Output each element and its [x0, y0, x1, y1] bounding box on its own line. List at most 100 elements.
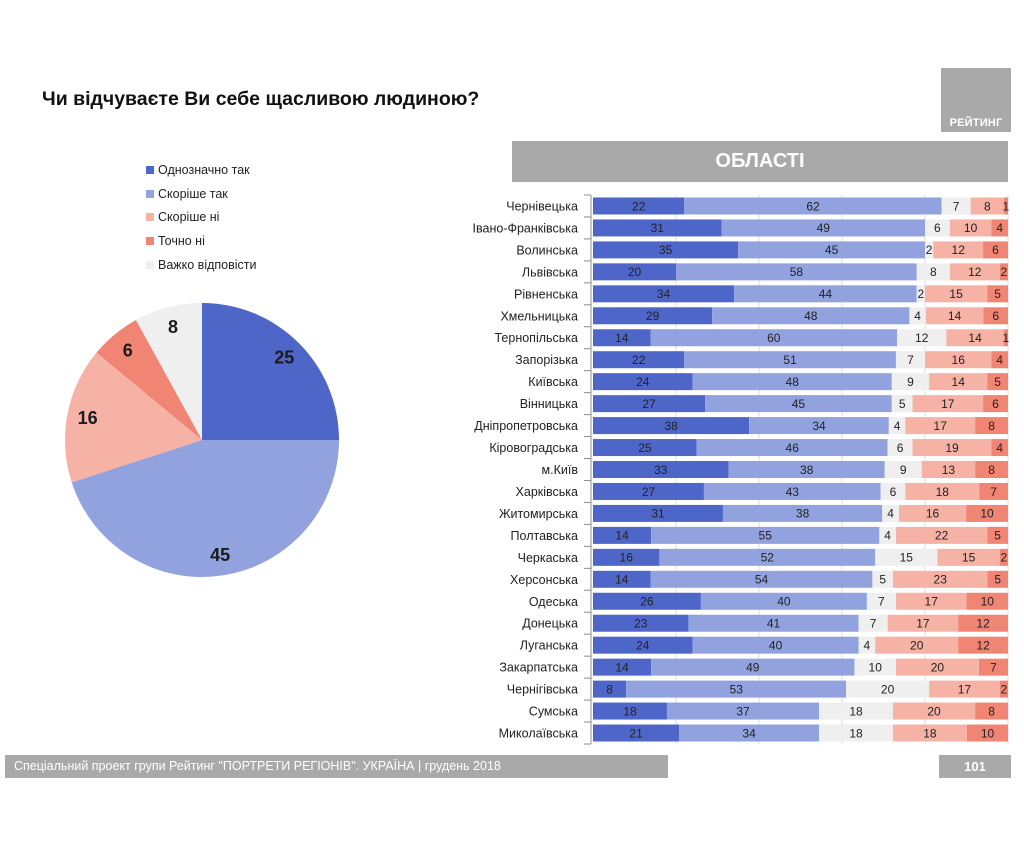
category-label: Чернігівська	[507, 683, 578, 697]
bar-value-label-definitely-no: 5	[994, 529, 1001, 543]
bar-segment-rather-yes	[651, 526, 880, 544]
legend-item-rather-no: Скоріше ні	[146, 206, 257, 230]
bar-segment-definitely-yes	[593, 526, 652, 544]
bar-value-label-hard-to-say: 5	[899, 397, 906, 411]
bar-value-label-rather-no: 15	[962, 551, 976, 565]
bar-value-label-rather-yes: 51	[783, 353, 797, 367]
bar-value-label-definitely-no: 5	[994, 375, 1001, 389]
bar-segment-definitely-no	[987, 570, 1008, 588]
bar-segment-hard-to-say	[916, 285, 925, 303]
bar-value-label-rather-no: 16	[952, 353, 966, 367]
page-number: 101	[939, 755, 1011, 778]
category-label: Кіровоградська	[489, 441, 578, 455]
bar-value-label-definitely-no: 6	[992, 243, 999, 257]
bar-segment-rather-yes	[676, 263, 917, 281]
category-label: Київська	[528, 375, 578, 389]
category-label: Запорізька	[515, 353, 578, 367]
bar-segment-hard-to-say	[891, 373, 930, 391]
bar-segment-rather-yes	[721, 219, 925, 237]
category-label: Луганська	[520, 639, 578, 653]
bar-value-label-rather-no: 15	[949, 287, 963, 301]
bar-segment-definitely-yes	[593, 592, 701, 610]
bar-value-label-rather-no: 17	[941, 397, 955, 411]
bar-value-label-definitely-yes: 22	[632, 353, 646, 367]
bar-value-label-definitely-yes: 23	[634, 617, 648, 631]
bar-segment-rather-yes	[659, 548, 876, 566]
bar-segment-rather-no	[921, 461, 976, 478]
pie-slice-hard-to-say	[136, 303, 202, 440]
bar-segment-rather-yes	[738, 241, 925, 259]
bar-value-label-rather-yes: 40	[777, 595, 791, 609]
footer-caption: Спеціальний проект групи Рейтинг "ПОРТРЕ…	[5, 755, 668, 778]
bar-segment-definitely-no	[987, 526, 1008, 544]
bar-value-label-definitely-yes: 24	[636, 375, 650, 389]
bar-value-label-definitely-no: 8	[988, 463, 995, 477]
legend-item-definitely-yes: Однозначно так	[146, 158, 257, 182]
bar-value-label-definitely-no: 10	[981, 595, 995, 609]
bar-segment-definitely-no	[958, 614, 1008, 632]
bar-value-label-rather-no: 19	[945, 441, 959, 455]
bar-segment-rather-no	[937, 548, 1000, 566]
bar-segment-hard-to-say	[916, 263, 950, 281]
bar-value-label-definitely-yes: 27	[642, 397, 656, 411]
bar-value-label-rather-yes: 34	[812, 419, 826, 433]
bar-segment-definitely-yes	[593, 680, 627, 698]
bar-value-label-hard-to-say: 5	[879, 573, 886, 587]
bar-value-label-rather-no: 20	[931, 660, 945, 674]
bar-value-label-rather-yes: 41	[767, 617, 781, 631]
legend-swatch-hard-to-say	[146, 260, 154, 269]
bar-value-label-definitely-yes: 38	[664, 419, 678, 433]
bar-value-label-definitely-yes: 22	[632, 199, 646, 213]
bar-segment-rather-no	[925, 307, 984, 325]
bar-value-label-hard-to-say: 9	[900, 463, 907, 477]
bar-value-label-hard-to-say: 20	[881, 682, 895, 696]
bar-value-label-definitely-yes: 33	[654, 463, 668, 477]
bar-value-label-rather-no: 12	[952, 243, 966, 257]
bar-value-label-rather-no: 20	[910, 639, 924, 653]
pie-slice-definitely-yes	[202, 303, 339, 440]
bar-value-label-rather-yes: 52	[761, 551, 775, 565]
bar-value-label-rather-no: 18	[923, 726, 937, 740]
legend-item-definitely-no: Точно ні	[146, 229, 257, 253]
bar-value-label-definitely-yes: 31	[651, 221, 665, 235]
bar-segment-definitely-no	[987, 373, 1008, 391]
bar-segment-rather-yes	[650, 570, 873, 588]
bar-segment-rather-yes	[688, 614, 859, 632]
bar-value-label-rather-yes: 43	[786, 485, 800, 499]
bar-segment-rather-no	[905, 417, 976, 435]
bar-value-label-rather-yes: 38	[796, 507, 810, 521]
bar-value-label-definitely-no: 4	[996, 441, 1003, 455]
bar-value-label-rather-no: 23	[934, 573, 948, 587]
bar-segment-definitely-yes	[593, 548, 660, 566]
category-label: Одеська	[529, 595, 578, 609]
bar-segment-definitely-no	[975, 417, 1008, 435]
bar-value-label-rather-no: 13	[942, 463, 956, 477]
bar-segment-definitely-no	[978, 658, 1008, 676]
bar-value-label-hard-to-say: 18	[849, 726, 863, 740]
bar-value-label-hard-to-say: 7	[953, 199, 960, 213]
bar-segment-rather-yes	[684, 351, 896, 369]
bar-segment-rather-yes	[722, 504, 883, 522]
bar-value-label-hard-to-say: 15	[900, 551, 914, 565]
bar-segment-definitely-no	[991, 439, 1008, 457]
slide-title: Чи відчуваєте Ви себе щасливою людиною?	[42, 88, 480, 110]
bar-segment-rather-yes	[650, 329, 898, 347]
bar-segment-definitely-no	[1003, 197, 1008, 215]
bar-value-label-definitely-yes: 14	[615, 660, 629, 674]
bar-value-label-definitely-yes: 24	[636, 639, 650, 653]
regions-header: ОБЛАСТІ	[512, 141, 1008, 182]
bar-value-label-definitely-no: 12	[976, 639, 990, 653]
legend-item-rather-yes: Скоріше так	[146, 182, 257, 206]
bar-segment-rather-no	[933, 241, 984, 259]
bar-value-label-definitely-no: 7	[990, 485, 997, 499]
bar-value-label-definitely-yes: 16	[620, 551, 634, 565]
bar-value-label-definitely-no: 4	[996, 353, 1003, 367]
bar-segment-hard-to-say	[880, 482, 906, 500]
bar-segment-rather-no	[887, 614, 959, 632]
bar-segment-definitely-no	[983, 241, 1008, 259]
category-label: Тернопільська	[494, 331, 578, 345]
bar-segment-rather-yes	[651, 658, 855, 676]
bar-value-label-hard-to-say: 18	[849, 704, 863, 718]
bar-value-label-rather-no: 17	[916, 617, 930, 631]
bar-segment-rather-no	[892, 570, 988, 588]
